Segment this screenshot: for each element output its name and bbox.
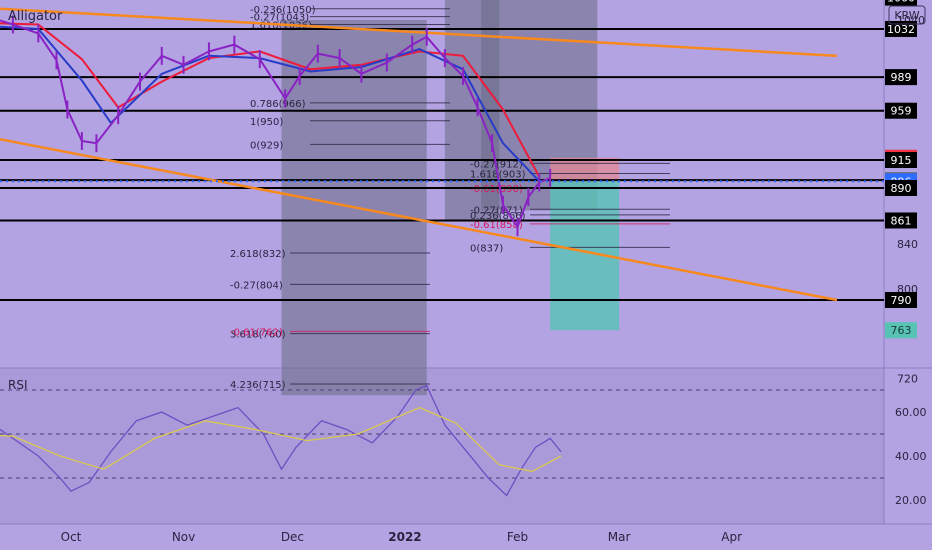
fib-label-4: -0.27(1043)	[250, 13, 309, 24]
price-label-box-790	[885, 292, 917, 308]
price-label-box-989	[885, 69, 917, 86]
fib-label-9: 0(929)	[250, 140, 283, 151]
fib-label-5: 1.618(1036)	[250, 20, 312, 31]
price-label-box-1060	[885, 0, 917, 6]
price-label-915: 915	[891, 154, 912, 167]
price-label-box-890	[885, 180, 917, 196]
price-label-box-1032	[885, 20, 917, 37]
rsi-signal-line	[0, 406, 562, 473]
time-tick-Feb: Feb	[507, 530, 528, 544]
price-label-box-861	[885, 212, 917, 229]
fib-label-18: -0.27(804)	[230, 280, 283, 291]
fib-label-20: -0.61(762)	[230, 327, 283, 338]
fib-label-13: -0.27(871)	[470, 205, 523, 216]
horizontal-levels	[0, 27, 884, 301]
time-axis: Oct Nov Dec 2022 Feb Mar Apr	[61, 530, 742, 544]
rsi-axis: 20.00 40.00 60.00	[895, 406, 927, 507]
time-tick-2022: 2022	[388, 530, 421, 544]
price-label-861: 861	[891, 214, 912, 227]
indicator-title: Alligator	[8, 9, 63, 24]
rsi-tick-40: 40.00	[895, 450, 927, 463]
price-candles	[0, 15, 552, 237]
fib-label-7: 0.786(966)	[250, 99, 306, 110]
short-position-tool[interactable]	[550, 157, 620, 331]
rsi-title: RSI	[8, 378, 28, 392]
price-labels: 10601032989959917915897896890861790763	[885, 0, 917, 339]
fib-label-14: 0.236(866)	[470, 211, 526, 222]
price-label-box-763	[885, 322, 917, 339]
fib-label-6: -0.236(1050)	[250, 5, 316, 16]
fib-label-15: -0.61(858)	[470, 220, 523, 231]
rsi-plot	[0, 384, 884, 497]
time-tick-Mar: Mar	[608, 530, 631, 544]
price-label-1032: 1032	[887, 23, 915, 36]
time-tick-Nov: Nov	[172, 530, 195, 544]
price-label-790: 790	[891, 294, 912, 307]
time-tick-Oct: Oct	[61, 530, 82, 544]
price-tick-840: 840	[897, 238, 918, 251]
price-label-box-959	[885, 102, 917, 119]
fib-label-17: 2.618(832)	[230, 249, 286, 260]
fib-label-21: 4.236(715)	[230, 380, 286, 391]
price-label-1060: 1060	[887, 0, 915, 5]
rsi-tick-20: 20.00	[895, 494, 927, 507]
time-tick-Apr: Apr	[721, 530, 742, 544]
stop-zone	[550, 157, 620, 182]
fib-label-19: 3.618(760)	[230, 330, 286, 341]
rsi-tick-60: 60.00	[895, 406, 927, 419]
currency-badge-text: KRW	[894, 9, 919, 22]
price-scale-background	[884, 0, 932, 524]
fib-label-16: 0(837)	[470, 243, 503, 254]
rsi-line	[0, 384, 562, 497]
time-tick-Dec: Dec	[281, 530, 304, 544]
fib-label-8: 1(950)	[250, 117, 283, 128]
trendlines[interactable]	[0, 7, 838, 302]
price-line	[0, 19, 551, 230]
currency-badge[interactable]: KRW	[888, 5, 926, 25]
fib-label-12: -0.61(890)	[470, 184, 523, 195]
currency-badge-box	[888, 5, 926, 25]
main-pane-background	[0, 0, 884, 368]
price-label-989: 989	[891, 71, 912, 84]
trendline-upper	[0, 7, 838, 58]
price-tick-720: 720	[897, 372, 918, 385]
price-label-box-915	[885, 152, 917, 168]
price-label-890: 890	[891, 182, 912, 195]
rsi-pane-background	[0, 368, 884, 524]
price-label-959: 959	[891, 105, 912, 118]
trendline-lower	[0, 138, 838, 302]
price-label-763: 763	[891, 324, 912, 337]
